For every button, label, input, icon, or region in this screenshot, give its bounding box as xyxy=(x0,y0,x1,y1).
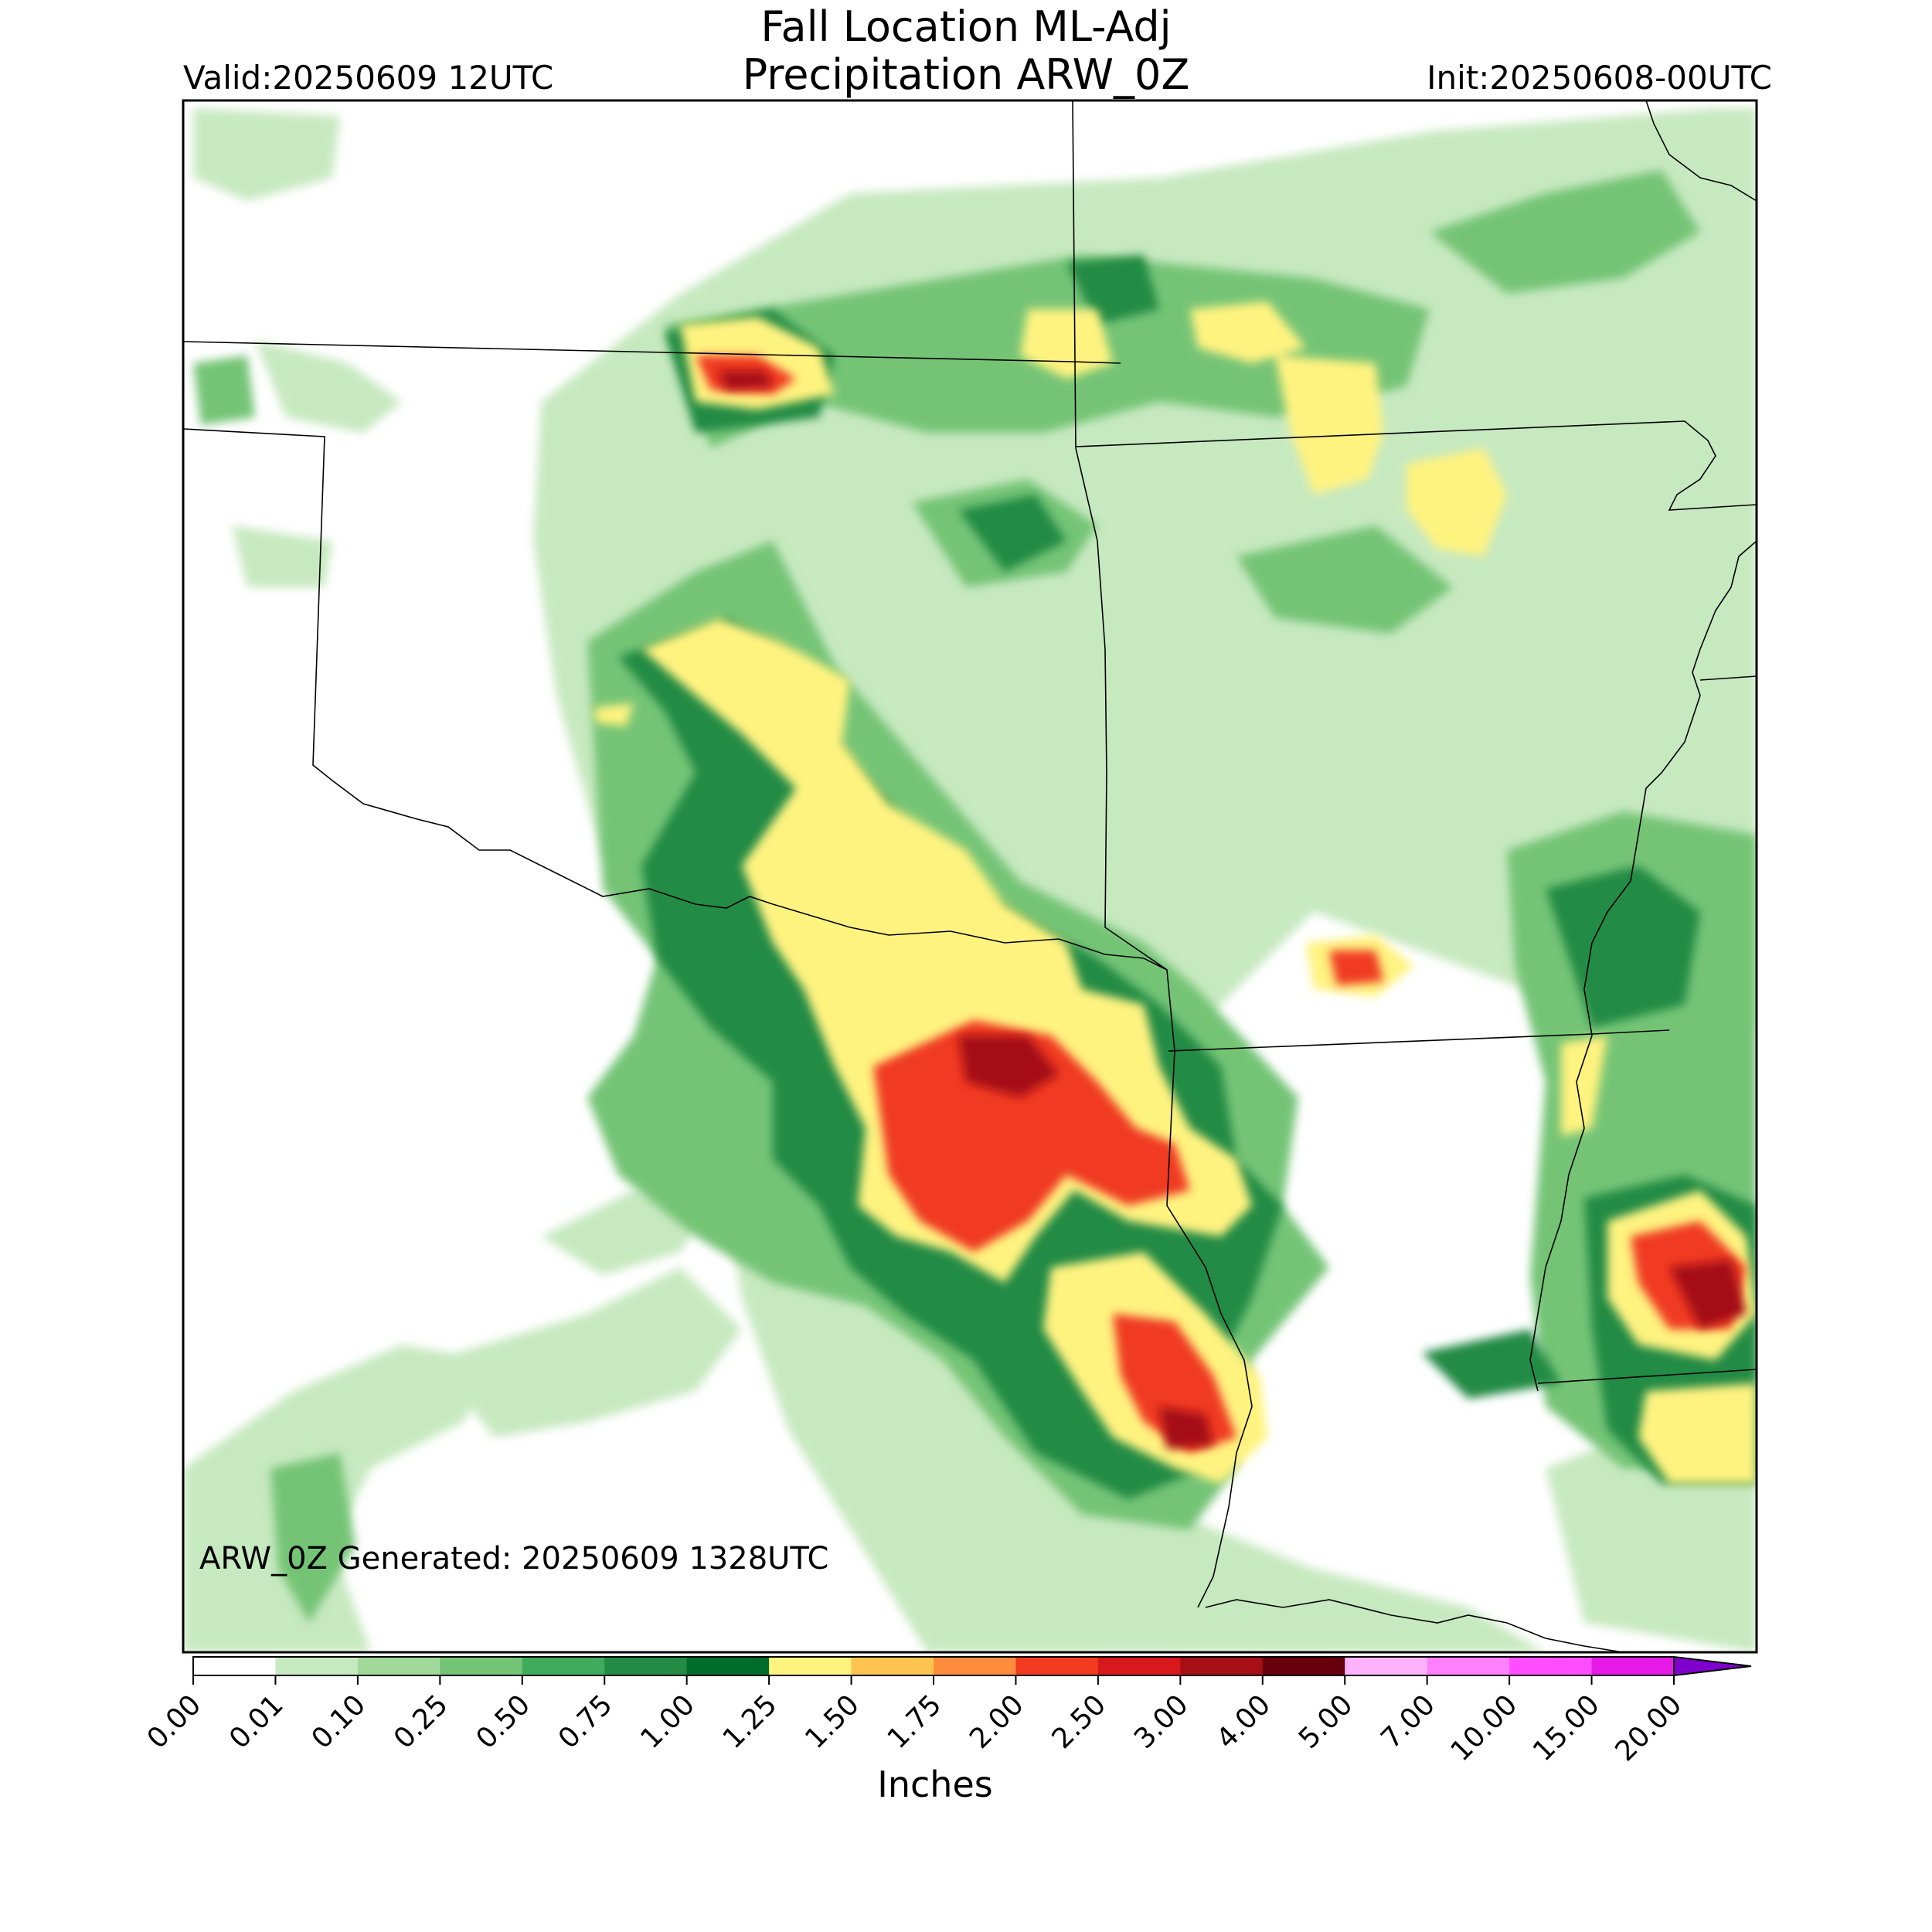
colorbar-tick-label: 7.00 xyxy=(1375,1689,1441,1755)
colorbar-tick-label: 2.00 xyxy=(964,1689,1030,1755)
colorbar-swatch xyxy=(1015,1657,1099,1675)
colorbar-swatch xyxy=(1345,1657,1428,1675)
colorbar-swatch xyxy=(851,1657,934,1675)
colorbar-tick-label: 1.25 xyxy=(717,1689,784,1755)
precip-field xyxy=(183,100,1757,1652)
colorbar: 0.00 0.01 0.10 0.25 0.50 0.75 1.00 1.25 1.50 1.75… xyxy=(141,1655,1752,1767)
colorbar-tick-label: 0.75 xyxy=(553,1689,619,1755)
colorbar-swatch xyxy=(193,1657,276,1675)
colorbar-tick-label: 1.50 xyxy=(799,1689,866,1755)
colorbar-tick-label: 20.00 xyxy=(1609,1689,1688,1767)
colorbar-swatch xyxy=(604,1657,688,1675)
colorbar-tick-label: 0.10 xyxy=(306,1689,372,1755)
colorbar-swatch xyxy=(1427,1657,1510,1675)
colorbar-label: Inches xyxy=(877,1764,993,1805)
colorbar-tick-label: 0.00 xyxy=(141,1689,208,1755)
colorbar-swatch xyxy=(1509,1657,1593,1675)
colorbar-swatch xyxy=(686,1657,770,1675)
colorbar-swatch xyxy=(1180,1657,1264,1675)
colorbar-swatch xyxy=(1262,1657,1345,1675)
colorbar-tick-label: 1.75 xyxy=(882,1689,948,1755)
colorbar-swatch xyxy=(1097,1657,1181,1675)
map-title-line1: Fall Location ML-Adj xyxy=(760,2,1172,51)
valid-time-label: Valid:20250609 12UTC xyxy=(183,59,554,97)
colorbar-tick-label: 0.25 xyxy=(388,1689,454,1755)
colorbar-swatch xyxy=(275,1657,359,1675)
state-boundaries xyxy=(183,100,1757,1652)
map-title-line2: Precipitation ARW_0Z xyxy=(742,50,1190,99)
colorbar-tick-label: 15.00 xyxy=(1527,1689,1606,1767)
precip-band-darkred xyxy=(719,371,1747,1449)
colorbar-tick-label: 3.00 xyxy=(1128,1689,1195,1755)
colorbar-tick-label: 0.01 xyxy=(223,1689,290,1755)
colorbar-swatch xyxy=(522,1657,605,1675)
colorbar-swatch xyxy=(357,1657,440,1675)
colorbar-tick-label: 4.00 xyxy=(1210,1689,1277,1755)
colorbar-tick-label: 5.00 xyxy=(1293,1689,1359,1755)
colorbar-swatch xyxy=(769,1657,852,1675)
colorbar-tick-label: 0.50 xyxy=(470,1689,536,1755)
colorbar-tick-label: 1.00 xyxy=(634,1689,701,1755)
colorbar-tick-label: 2.50 xyxy=(1046,1689,1113,1755)
generated-note: ARW_0Z Generated: 20250609 1328UTC xyxy=(199,1541,829,1577)
colorbar-extend-arrow xyxy=(1673,1655,1752,1677)
init-time-label: Init:20250608-00UTC xyxy=(1427,59,1772,97)
colorbar-swatch xyxy=(934,1657,1016,1675)
colorbar-swatch xyxy=(1591,1657,1675,1675)
colorbar-swatch xyxy=(440,1657,523,1675)
colorbar-tick-label: 10.00 xyxy=(1445,1689,1524,1767)
map-frame xyxy=(182,99,1758,1654)
